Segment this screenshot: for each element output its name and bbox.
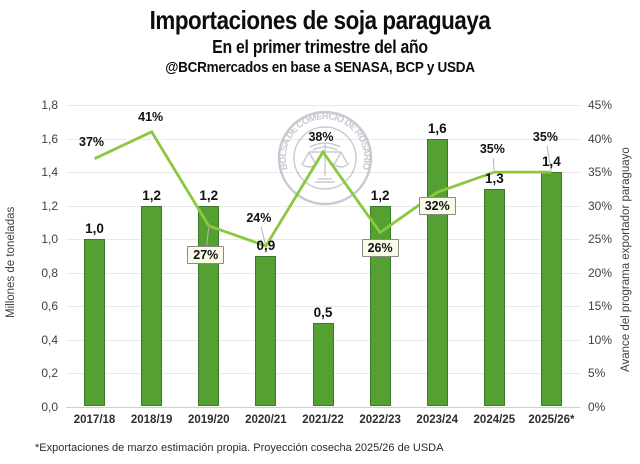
seal-inner-circle [293, 126, 357, 190]
bar-value-label: 1,2 [370, 187, 390, 203]
bar [84, 239, 106, 406]
chart-subtitle: En el primer trimestre del año [212, 36, 428, 57]
right-tick-label: 45% [588, 98, 613, 112]
right-tick-label: 5% [588, 366, 606, 381]
label-leader-line [206, 227, 210, 246]
left-tick-label: 0,8 [41, 265, 58, 280]
gridline [66, 172, 580, 174]
bar-value-label: 1,2 [199, 187, 219, 203]
category-label: 2019/20 [187, 414, 230, 426]
gridline [66, 205, 580, 207]
gridline [66, 105, 580, 106]
left-tick-label: 1,8 [41, 98, 58, 112]
line-point-label: 37% [79, 134, 105, 149]
left-tick-label: 1,2 [41, 198, 58, 213]
line-point-label: 26% [361, 238, 399, 257]
right-tick-label: 10% [588, 332, 613, 347]
category-label: 2017/18 [73, 414, 116, 426]
gridline [66, 306, 580, 308]
left-tick-label: 1,0 [41, 232, 58, 247]
category-label: 2018/19 [130, 414, 173, 426]
bar [312, 323, 334, 406]
right-tick-label: 35% [588, 165, 613, 180]
line-point-label: 41% [138, 109, 164, 124]
category-label: 2022/23 [359, 414, 401, 426]
scales-of-justice-icon [300, 142, 350, 183]
line-point-label: 24% [246, 210, 272, 225]
label-leader-line [492, 158, 495, 171]
bar-value-label: 1,0 [85, 221, 104, 237]
bar-value-label: 1,6 [427, 120, 447, 136]
left-tick-label: 0,2 [41, 366, 58, 381]
left-tick-label: 0,4 [41, 332, 58, 347]
left-tick-label: 0,0 [41, 400, 58, 414]
line-point-label: 38% [308, 129, 334, 144]
line-point-label: 32% [418, 197, 456, 216]
category-label: 2023/24 [416, 414, 458, 426]
left-tick-label: 0,6 [41, 299, 58, 314]
label-leader-line [546, 145, 552, 171]
line-point-label: 27% [187, 245, 225, 264]
line-point-label: 35% [479, 142, 505, 157]
category-label: 2024/25 [473, 414, 516, 426]
line-point-label: 35% [532, 130, 558, 145]
bar [141, 205, 163, 406]
chart-source-line: @BCRmercados en base a SENASA, BCP y USD… [165, 59, 475, 77]
category-label: 2020/21 [245, 414, 287, 426]
category-label: 2021/22 [302, 414, 344, 426]
bar-value-label: 1,3 [484, 170, 504, 186]
right-tick-label: 15% [588, 299, 613, 314]
gridline [66, 239, 580, 241]
footnote: *Exportaciones de marzo estimación propi… [35, 442, 444, 454]
bar [483, 188, 505, 406]
chart-title: Importaciones de soja paraguaya [149, 5, 491, 35]
label-leader-line [260, 226, 266, 245]
x-axis-line [66, 407, 580, 408]
bar-value-label: 1,4 [542, 154, 561, 170]
left-tick-label: 1,6 [41, 131, 58, 146]
right-tick-label: 40% [588, 131, 613, 146]
category-label: 2025/26* [528, 414, 575, 426]
bar-value-label: 0,9 [256, 238, 276, 253]
percentage-line [93, 130, 552, 248]
right-tick-label: 0% [588, 400, 606, 414]
bar [255, 256, 277, 406]
right-tick-label: 30% [588, 198, 613, 213]
bar-value-label: 0,5 [313, 305, 333, 321]
right-tick-label: 25% [588, 232, 613, 247]
left-tick-label: 1,4 [41, 165, 58, 180]
gridline [66, 138, 580, 140]
seal-outer-circle [277, 110, 373, 206]
gridline [66, 272, 580, 274]
chart-header: Importaciones de soja paraguaya En el pr… [0, 6, 640, 77]
bar-value-label: 1,2 [142, 187, 162, 203]
right-tick-label: 20% [588, 265, 613, 280]
